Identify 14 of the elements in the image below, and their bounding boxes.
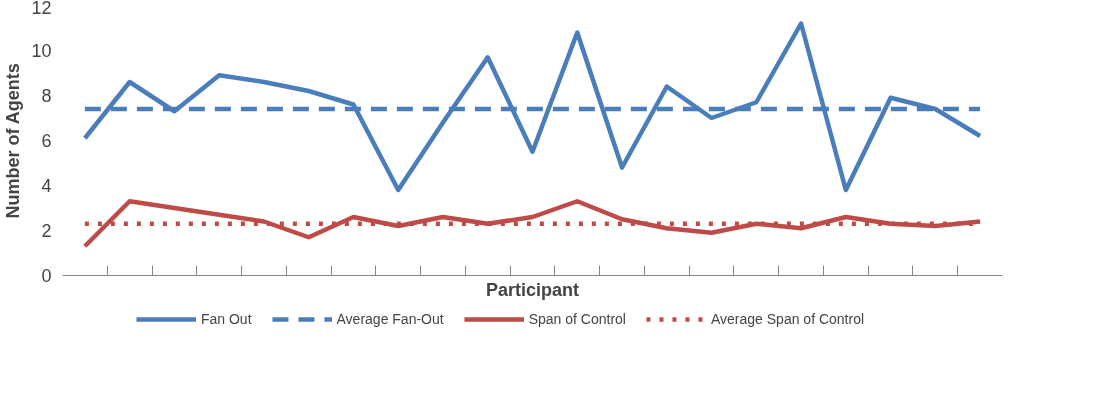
- y-tick-label: 8: [41, 86, 52, 106]
- y-tick-label: 6: [41, 131, 52, 151]
- y-tick-label: 12: [31, 0, 52, 18]
- legend-label: Fan Out: [200, 311, 252, 327]
- legend-label: Average Span of Control: [710, 311, 865, 327]
- y-tick-label: 2: [41, 221, 52, 241]
- legend-label: Span of Control: [528, 311, 626, 327]
- y-tick-label: 10: [31, 41, 52, 61]
- legend-label: Average Fan-Out: [336, 311, 444, 327]
- y-tick-label: 0: [41, 266, 52, 286]
- y-axis-title: Number of Agents: [3, 63, 24, 219]
- line-series: [82, 21, 983, 193]
- x-axis-title: Participant: [485, 279, 580, 300]
- y-tick-label: 4: [41, 176, 52, 196]
